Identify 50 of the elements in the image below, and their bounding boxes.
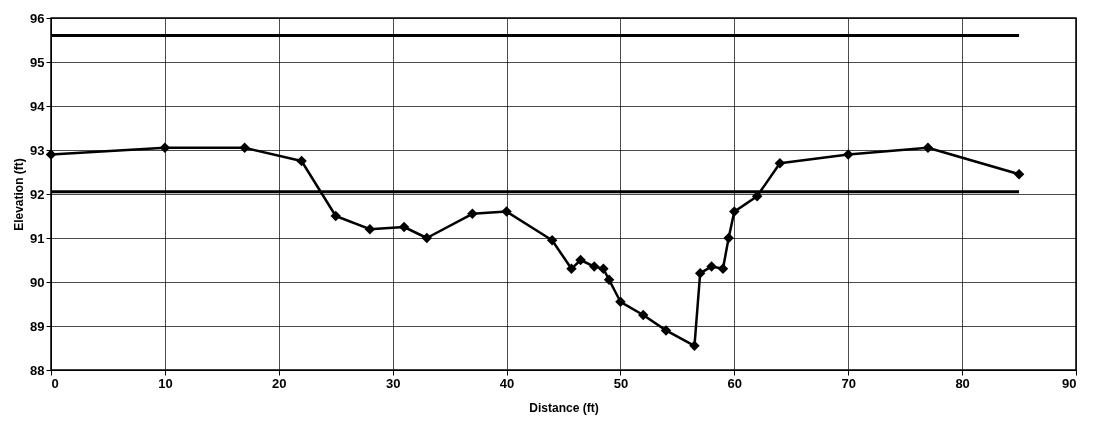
- point: [842, 149, 854, 160]
- point: [566, 263, 577, 275]
- point: [296, 155, 307, 167]
- x-tick-label: 30: [385, 375, 401, 391]
- y-tick-label: 93: [30, 142, 45, 158]
- x-tick-label: 80: [955, 375, 970, 391]
- point: [774, 157, 786, 169]
- point: [398, 221, 410, 233]
- x-tick-label: 10: [158, 375, 173, 391]
- point: [364, 223, 376, 235]
- point: [922, 142, 934, 154]
- point: [330, 210, 341, 222]
- y-tick-label: 96: [30, 10, 45, 26]
- point: [589, 261, 600, 272]
- y-tick-label: 95: [30, 54, 45, 70]
- point: [239, 142, 250, 154]
- point: [598, 263, 609, 275]
- x-tick-label: 60: [727, 375, 743, 391]
- point: [637, 309, 649, 321]
- x-tick-label: 50: [613, 375, 629, 391]
- point: [501, 206, 512, 217]
- x-tick-label: 0: [51, 375, 59, 391]
- point: [1013, 168, 1025, 180]
- point: [706, 261, 717, 272]
- point: [45, 149, 57, 160]
- y-tick-label: 90: [30, 274, 45, 290]
- x-tick-label: 70: [841, 375, 856, 391]
- point: [689, 340, 700, 352]
- point: [660, 325, 672, 336]
- y-tick-label: 89: [30, 318, 45, 334]
- x-tick-label: 40: [499, 375, 515, 391]
- y-tick-label: 92: [30, 186, 45, 202]
- point: [603, 274, 615, 286]
- point: [159, 142, 171, 154]
- x-axis-title: Distance (ft): [529, 400, 599, 415]
- x-tick-label: 20: [272, 375, 287, 391]
- point: [615, 296, 626, 308]
- y-tick-label: 88: [30, 362, 45, 378]
- y-tick-label: 94: [30, 98, 46, 114]
- point: [729, 206, 740, 217]
- point: [717, 263, 729, 275]
- point: [575, 254, 586, 266]
- y-axis-title: Elevation (ft): [12, 158, 27, 231]
- y-tick-label: 91: [30, 230, 45, 246]
- point: [546, 234, 558, 246]
- point: [421, 232, 433, 244]
- x-tick-label: 90: [1062, 375, 1077, 391]
- point: [723, 232, 734, 244]
- point: [694, 267, 706, 279]
- point: [467, 208, 478, 220]
